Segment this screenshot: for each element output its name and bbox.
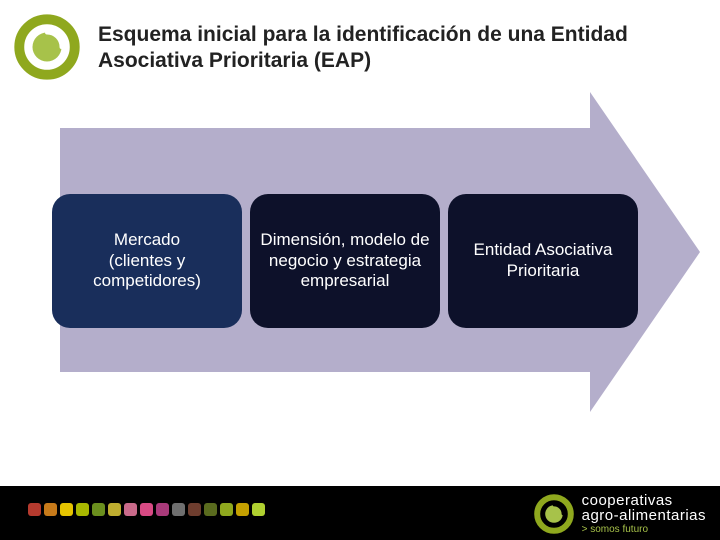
footer-dot	[204, 503, 217, 516]
footer-dot	[140, 503, 153, 516]
slide-title: Esquema inicial para la identificación d…	[98, 22, 678, 75]
footer-dot	[60, 503, 73, 516]
footer-brand-line1: cooperativas	[582, 493, 706, 508]
footer-dot	[28, 503, 41, 516]
footer-dot	[108, 503, 121, 516]
footer-brand-line2: agro-alimentarias	[582, 508, 706, 523]
process-step-sublabel: (clientes y competidores)	[62, 251, 232, 292]
footer-dot	[236, 503, 249, 516]
process-step-2: Dimensión, modelo de negocio y estrategi…	[250, 194, 440, 328]
brand-ring-icon	[14, 14, 80, 80]
process-step-3: Entidad Asociativa Prioritaria	[448, 194, 638, 328]
footer-dot	[156, 503, 169, 516]
footer-brand: cooperativas agro-alimentarias > somos f…	[534, 493, 706, 535]
footer-dot	[252, 503, 265, 516]
footer-dot	[124, 503, 137, 516]
process-step-label: Mercado	[114, 230, 180, 251]
process-step-label: Dimensión, modelo de negocio y estrategi…	[260, 230, 430, 292]
footer-dot	[188, 503, 201, 516]
footer-dot	[76, 503, 89, 516]
process-step-label: Entidad Asociativa Prioritaria	[458, 240, 628, 281]
brand-ring-icon	[534, 494, 574, 534]
footer-bar: cooperativas agro-alimentarias > somos f…	[0, 486, 720, 540]
footer-dot	[92, 503, 105, 516]
footer-dot	[220, 503, 233, 516]
footer-tagline: > somos futuro	[582, 525, 706, 535]
footer-dot-row	[28, 503, 265, 516]
footer-dot	[44, 503, 57, 516]
process-step-1: Mercado (clientes y competidores)	[52, 194, 242, 328]
footer-dot	[172, 503, 185, 516]
